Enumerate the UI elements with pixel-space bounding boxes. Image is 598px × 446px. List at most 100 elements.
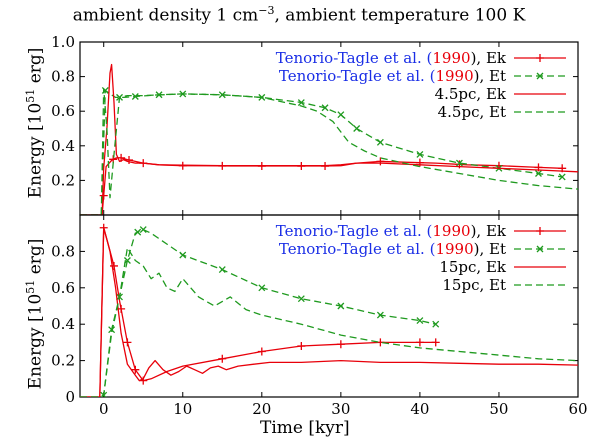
series-marker-cross [218,266,226,274]
series-marker-plus [123,338,132,347]
ylabel-suffix: erg] [25,47,46,89]
series-marker-plus [109,261,118,270]
series-marker-cross [353,125,361,132]
x-tick-label: 30 [331,400,350,418]
series-marker-cross [297,295,305,303]
series-marker-plus [131,365,140,374]
y-tick-label: 0.2 [51,171,75,189]
series-marker-cross [432,320,440,328]
legend-label: 15pc, Et [442,276,506,294]
series-marker-cross [455,159,463,167]
y-tick-label: 0.6 [51,102,75,120]
ylabel-suffix: erg] [25,238,46,280]
chart-title: ambient density 1 cm−3, ambient temperat… [0,4,598,26]
legend-swatch-marker [536,54,544,62]
legend-label: 4.5pc, Ek [435,85,507,103]
legend-swatch-marker [536,227,544,235]
ylabel-prefix: Energy [10 [25,102,46,199]
y-tick-label: 0.4 [51,137,75,155]
series-marker-plus [218,354,227,363]
legend-label-year: 1990 [435,240,473,258]
ylabel-superscript: 51 [24,88,37,103]
series-marker-cross [535,170,542,177]
title-superscript: −3 [258,4,275,17]
series-marker-cross [134,228,142,236]
series-marker-cross [131,93,139,100]
series-marker-cross [337,111,345,119]
series-line-3 [80,247,578,397]
legend-label-year: 1990 [432,222,470,240]
legend-label-tail: ), Et [474,240,506,258]
y-tick-label: 0 [65,388,75,406]
legend-label-main: Tenorio-Tagle et al. ( [279,240,436,258]
y-tick-label: 0.2 [51,352,75,370]
x-axis-label: Time [kyr] [260,418,350,438]
title-suffix: , ambient temperature 100 K [274,5,526,26]
y-tick-label: 1.0 [51,33,75,51]
plot-frame [79,214,579,398]
series-marker-plus [297,342,306,351]
series-marker-plus [415,338,424,347]
x-tick-label: 0 [99,400,109,418]
series-group [80,223,578,397]
y-axis-label-top: Energy [1051 erg] [24,43,46,203]
series-marker-cross [218,91,226,99]
series-marker-cross [376,138,384,146]
legend-label: 4.5pc, Et [438,103,506,121]
y-axis-label-bottom: Energy [1051 erg] [24,234,46,394]
series-marker-cross [297,99,305,107]
x-tick-label: 50 [489,400,508,418]
series-marker-cross [321,104,329,112]
series-line-2 [80,227,578,397]
legend-label: Tenorio-Tagle et al. (1990), Ek [276,222,507,240]
legend-label-year: 1990 [432,49,470,67]
series-marker-cross [139,226,147,234]
series-line-3 [80,88,578,215]
series-line-1 [80,89,563,215]
legend: Tenorio-Tagle et al. (1990), EkTenorio-T… [276,49,566,121]
title-prefix: ambient density 1 cm [72,5,259,26]
y-tick-label: 0.6 [51,279,75,297]
legend-label-tail: ), Et [474,67,506,85]
ylabel-prefix: Energy [10 [25,293,46,390]
series-marker-plus [431,338,440,347]
legend-label: Tenorio-Tagle et al. (1990), Et [279,67,506,85]
x-tick-label: 60 [568,400,587,418]
y-tick-label: 0.4 [51,315,75,333]
series-marker-plus [257,347,266,356]
legend-label: Tenorio-Tagle et al. (1990), Ek [276,49,507,67]
series-marker-plus [376,157,385,166]
legend-label-main: Tenorio-Tagle et al. ( [276,222,433,240]
legend-swatch-marker [536,72,544,80]
x-tick-label: 40 [410,400,429,418]
legend-label-main: Tenorio-Tagle et al. ( [276,49,433,67]
series-marker-cross [108,326,116,334]
series-marker-cross [558,173,566,181]
series-marker-cross [376,311,384,319]
ylabel-superscript: 51 [24,279,37,294]
legend-label-main: Tenorio-Tagle et al. ( [279,67,436,85]
series-marker-plus [99,191,108,200]
series-marker-cross [179,251,187,259]
series-marker-cross [337,302,345,310]
series-marker-plus [125,155,134,164]
legend-label: Tenorio-Tagle et al. (1990), Et [279,240,506,258]
chart-panel-bottom: 0 10 20 30 40 50 60 0 0.2 0.4 0.6 0.8 Tenorio-Tagle … [51,214,588,418]
legend-label: 15pc, Ek [439,258,507,276]
legend-swatch-marker [536,245,544,253]
series-marker-cross [258,284,266,292]
legend-label-tail: ), Ek [471,49,507,67]
legend: Tenorio-Tagle et al. (1990), EkTenorio-T… [276,222,566,294]
x-tick-label: 20 [252,400,271,418]
series-marker-plus [336,340,345,349]
series-group [80,63,578,215]
legend-label-year: 1990 [435,67,473,85]
series-marker-cross [416,150,424,158]
y-tick-label: 0.8 [51,68,75,86]
y-tick-label: 0.8 [51,242,75,260]
x-tick-label: 10 [173,400,192,418]
chart-panel-top: 0.2 0.4 0.6 0.8 1.0 Tenorio-Tagle et al. (199… [51,33,579,216]
series-marker-cross [416,317,424,325]
